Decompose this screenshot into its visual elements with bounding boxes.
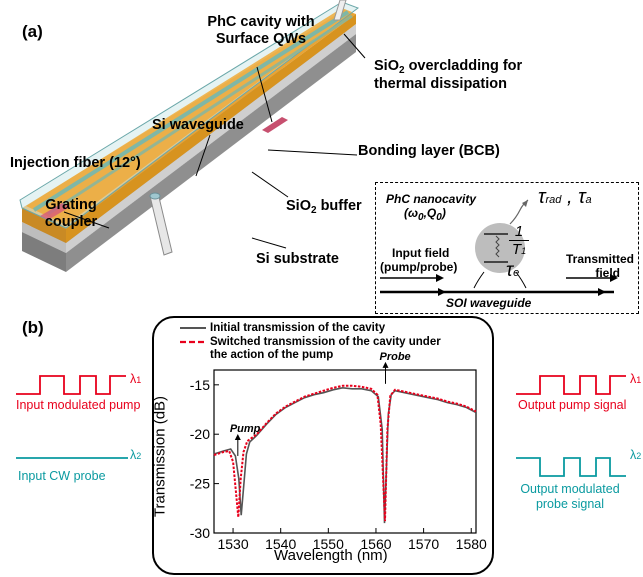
pump-annotation: Pump [230, 423, 261, 435]
si-substrate-label: Si substrate [256, 251, 339, 267]
output-probe-waveform [516, 457, 626, 477]
input-pump-waveform [16, 375, 126, 395]
plot-area [213, 369, 477, 534]
input-field-label: Input field (pump/probe) [380, 246, 458, 274]
input-pump-lambda: λ1 [130, 372, 142, 386]
grating-coupler-label: Grating coupler [44, 197, 98, 230]
output-pump-label: Output pump signal [518, 398, 627, 412]
input-probe-lambda: λ2 [130, 448, 142, 462]
sio2-buffer-side [66, 24, 356, 253]
x-tick-label: 1580 [456, 536, 487, 552]
x-tick-label: 1570 [408, 536, 439, 552]
x-tick-label: 1530 [217, 536, 248, 552]
chart-frame [152, 316, 494, 575]
si-substrate-side [66, 34, 356, 272]
sio2-buffer-label: SiO2 buffer [286, 198, 362, 216]
y-tick-label: -20 [190, 426, 210, 442]
bcb-layer-side [66, 14, 356, 243]
legend-label-initial: Initial transmission of the cavity [210, 322, 386, 334]
bonding-layer-label: Bonding layer (BCB) [358, 143, 500, 159]
y-tick-label: -15 [190, 377, 210, 393]
device-illustration [19, 0, 366, 272]
inset-drawing [380, 199, 618, 296]
phc-cavity-shape [262, 117, 288, 133]
inset-title: PhC nanocavity (ω0,Q0) [386, 192, 477, 223]
probe-annotation: Probe [379, 351, 410, 363]
x-tick-label: 1560 [360, 536, 391, 552]
input-probe-label: Input CW probe [18, 469, 106, 483]
output-probe-label: Output modulated probe signal [520, 482, 620, 511]
input-pump-label: Input modulated pump [16, 398, 141, 412]
tau-e: τe [506, 260, 520, 281]
y-tick-label: -30 [190, 525, 210, 541]
grating-coupler-shape [40, 203, 70, 220]
pump-arrow-head [234, 433, 241, 440]
y-tick-label: -25 [190, 476, 210, 492]
injection-fiber-label: Injection fiber (12°) [10, 155, 141, 171]
output-probe-lambda: λ2 [630, 448, 642, 462]
tau-rad-tau-a: τrad , τa [538, 186, 592, 208]
transmitted-field-label: Transmitted field [566, 252, 635, 280]
probe-arrow-head [382, 361, 389, 368]
si-waveguide-line [32, 10, 350, 212]
panel-b-label: (b) [22, 318, 44, 337]
si-waveguide-label: Si waveguide [152, 117, 244, 133]
soi-waveguide-label: SOI waveguide [446, 296, 532, 310]
phc-cavity-label: PhC cavity with Surface QWs [207, 14, 315, 47]
sio2-buffer-front [22, 222, 66, 253]
output-pump-lambda: λ1 [630, 372, 642, 386]
x-axis-label: Wavelength (nm) [274, 547, 388, 564]
bcb-layer-front [22, 208, 66, 243]
one-over-t1: 1 T1 [509, 224, 529, 260]
output-pump-waveform [516, 375, 626, 395]
series-line-switched [213, 384, 477, 522]
cavity-circle [475, 223, 525, 273]
legend-label-switched: Switched transmission of the cavity unde… [210, 336, 441, 361]
nanocavity-inset [375, 182, 639, 314]
si-substrate-front [22, 232, 66, 272]
x-tick-label: 1540 [265, 536, 296, 552]
panel-a-label: (a) [22, 22, 43, 41]
sio2-overcladding-label: SiO2 overcladding for thermal dissipatio… [374, 58, 523, 92]
x-tick-label: 1550 [313, 536, 344, 552]
